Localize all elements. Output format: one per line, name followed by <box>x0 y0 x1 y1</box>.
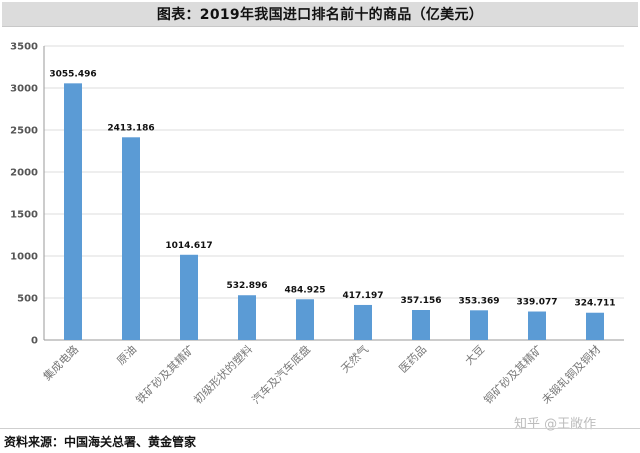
x-tick-label: 大豆 <box>462 342 487 367</box>
data-label: 357.156 <box>401 296 442 306</box>
y-tick-label: 500 <box>17 294 38 305</box>
source-note: 资料来源：中国海关总署、黄金管家 <box>4 434 197 449</box>
data-label: 324.711 <box>575 299 616 309</box>
y-tick-label: 2000 <box>10 168 38 179</box>
data-label: 417.197 <box>343 291 384 301</box>
x-tick-label: 未锻轧铜及铜材 <box>539 342 603 406</box>
bar <box>238 295 256 340</box>
data-label: 532.896 <box>227 281 268 291</box>
x-tick-label: 铜矿砂及其精矿 <box>481 342 545 406</box>
data-label: 1014.617 <box>165 241 212 251</box>
source-bar: 资料来源：中国海关总署、黄金管家 <box>0 428 640 453</box>
bar <box>64 83 82 341</box>
bar <box>354 304 372 340</box>
bar <box>180 254 198 340</box>
bar <box>528 311 546 340</box>
x-tick-label: 初级形状的塑料 <box>191 342 255 406</box>
x-tick-label: 铁矿砂及其精矿 <box>133 343 197 407</box>
x-tick-label: 集成电路 <box>40 342 81 383</box>
x-tick-label: 汽车及汽车底盘 <box>249 342 313 406</box>
x-tick-label: 原油 <box>114 342 139 367</box>
chart-title: 图表：2019年我国进口排名前十的商品（亿美元） <box>156 7 484 23</box>
data-label: 353.369 <box>459 296 500 306</box>
bar <box>586 312 604 340</box>
bar <box>470 310 488 340</box>
x-tick-label: 天然气 <box>338 342 371 375</box>
data-label: 484.925 <box>285 285 326 295</box>
y-tick-label: 1500 <box>10 210 38 221</box>
x-tick-label: 医药品 <box>397 343 430 376</box>
bar <box>122 137 140 340</box>
y-tick-label: 0 <box>31 336 38 347</box>
chart-title-bar: 图表：2019年我国进口排名前十的商品（亿美元） <box>2 2 638 27</box>
data-label: 339.077 <box>517 298 558 308</box>
bar <box>296 299 314 340</box>
bar <box>412 309 430 340</box>
y-tick-label: 3500 <box>10 42 38 53</box>
y-tick-label: 3000 <box>10 84 38 95</box>
data-label: 2413.186 <box>107 123 154 133</box>
y-tick-label: 1000 <box>10 252 38 263</box>
data-label: 3055.496 <box>49 69 96 79</box>
y-tick-label: 2500 <box>10 126 38 137</box>
